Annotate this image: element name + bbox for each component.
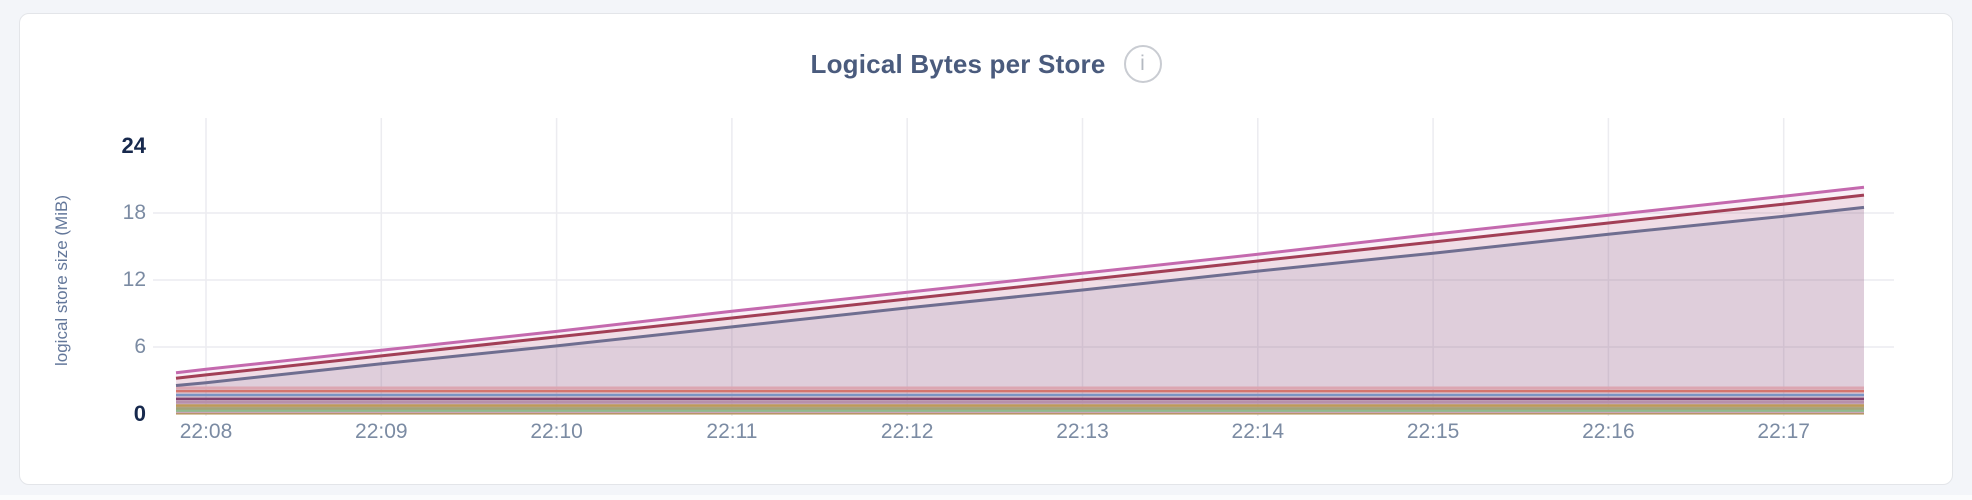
x-tick-label: 22:12 bbox=[880, 420, 934, 443]
x-tick-label: 22:10 bbox=[530, 420, 583, 443]
next-card-edge bbox=[0, 495, 1972, 500]
x-tick-label: 22:08 bbox=[179, 420, 233, 443]
x-tick-label: 22:11 bbox=[706, 420, 758, 443]
series-area-store-3 bbox=[176, 207, 1864, 414]
series-line-store-3 bbox=[175, 205, 1865, 387]
y-tick-label: 18 bbox=[122, 200, 146, 224]
chart-title: Logical Bytes per Store bbox=[810, 48, 1106, 79]
y-tick-label: 24 bbox=[121, 132, 146, 158]
metrics-card: Logical Bytes per Store i logical store … bbox=[19, 13, 1953, 485]
series-line-store-1 bbox=[175, 185, 1865, 375]
series-line-store-2 bbox=[175, 193, 1865, 380]
chart-header: Logical Bytes per Store i bbox=[20, 45, 1952, 83]
info-icon[interactable]: i bbox=[1123, 45, 1162, 83]
x-tick-label: 22:14 bbox=[1231, 420, 1285, 443]
series-area-store-1 bbox=[176, 187, 1864, 414]
x-tick-label: 22:17 bbox=[1757, 420, 1810, 443]
y-tick-label: 6 bbox=[134, 334, 146, 358]
chart-canvas[interactable] bbox=[20, 14, 1954, 486]
x-tick-label: 22:15 bbox=[1406, 420, 1460, 443]
y-tick-label: 12 bbox=[122, 267, 146, 291]
x-tick-label: 22:16 bbox=[1582, 420, 1635, 443]
x-tick-label: 22:13 bbox=[1056, 420, 1109, 443]
series-area-store-2 bbox=[176, 195, 1864, 414]
x-tick-label: 22:09 bbox=[355, 420, 408, 443]
y-tick-label: 0 bbox=[133, 401, 146, 426]
